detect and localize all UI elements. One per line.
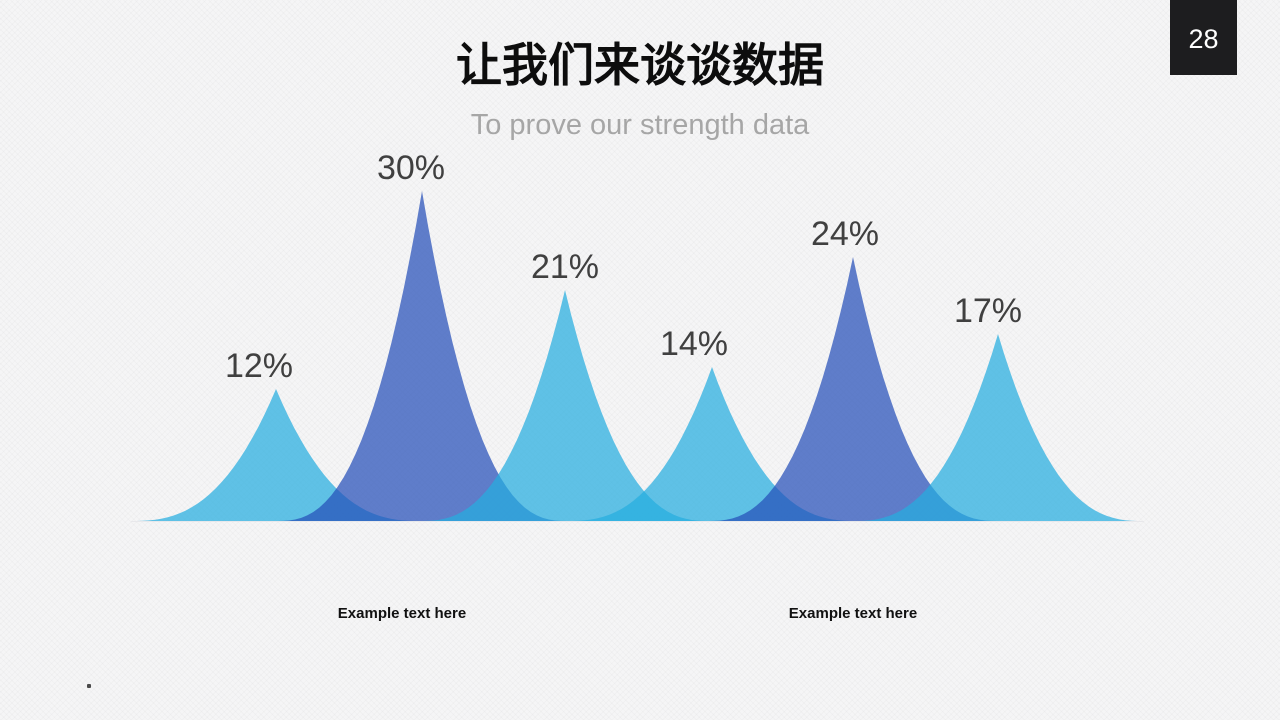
peak-value-label-21%: 21% — [530, 248, 600, 286]
stray-dot — [87, 684, 91, 688]
slide-title: 让我们来谈谈数据 — [456, 39, 824, 91]
caption-right: Example text here — [788, 605, 918, 622]
peak-value-label-30%: 30% — [376, 149, 446, 187]
peak-shape-14% — [567, 367, 857, 521]
peak-shape-17% — [853, 334, 1143, 521]
page-number: 28 — [1188, 24, 1219, 54]
peak-shape-30% — [277, 191, 567, 521]
peak-shape-12% — [131, 389, 421, 521]
peak-shape-21% — [420, 290, 710, 521]
peak-value-label-14%: 14% — [659, 325, 729, 363]
slide-subtitle: To prove our strength data — [470, 109, 810, 141]
peak-value-label-12%: 12% — [224, 347, 294, 385]
caption-left: Example text here — [337, 605, 467, 622]
peak-value-label-24%: 24% — [810, 215, 880, 253]
peak-shape-24% — [708, 257, 998, 521]
peak-value-label-17%: 17% — [953, 292, 1023, 330]
page-number-tab: 28 — [1170, 0, 1237, 75]
